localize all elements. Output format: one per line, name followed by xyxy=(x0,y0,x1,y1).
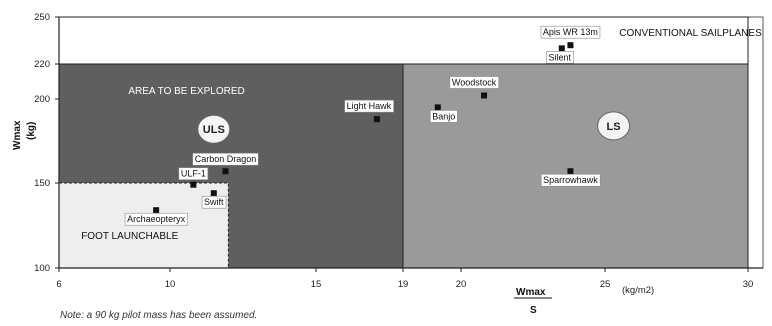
x-tick-label-3: 19 xyxy=(398,279,409,290)
y-tick-label-4: 250 xyxy=(34,12,50,23)
region-1 xyxy=(58,16,749,65)
y-axis-title-top: Wmax xyxy=(12,120,23,150)
point-label-box-3 xyxy=(449,76,500,89)
x-axis-title-top: Wmax xyxy=(516,287,546,298)
region-4 xyxy=(58,182,229,269)
point-label-box-7 xyxy=(178,167,209,180)
point-label-box-2 xyxy=(546,51,574,64)
point-label-2: Silent xyxy=(549,52,572,62)
point-label-box-10 xyxy=(540,173,601,187)
x-tick-label-2: 15 xyxy=(311,279,322,290)
point-label-6: Carbon Dragon xyxy=(195,154,257,164)
point-2 xyxy=(558,45,565,52)
y-tick-label-3: 220 xyxy=(34,59,50,70)
point-label-4: Banjo xyxy=(432,111,455,121)
region-label-1: CONVENTIONAL SAILPLANES xyxy=(619,28,762,39)
x-axis-title-bottom: S xyxy=(530,305,537,316)
point-4 xyxy=(434,104,441,111)
y-tick-label-1: 150 xyxy=(34,178,50,189)
point-label-box-1 xyxy=(540,25,601,39)
x-tick-label-6: 30 xyxy=(743,279,754,290)
point-3 xyxy=(481,92,488,99)
badge-label-uls: ULS xyxy=(203,124,225,136)
point-5 xyxy=(373,116,380,123)
y-axis-title-bottom: (kg) xyxy=(26,122,37,140)
point-10 xyxy=(567,168,574,175)
badge-label-ls: LS xyxy=(607,121,621,133)
point-label-box-9 xyxy=(124,212,188,226)
point-label-box-5 xyxy=(344,99,394,113)
point-label-1: Apis WR 13m xyxy=(543,27,598,37)
point-label-box-8 xyxy=(201,195,227,209)
x-tick-label-0: 6 xyxy=(56,279,61,290)
point-label-8: Swift xyxy=(204,197,224,207)
x-tick-label-1: 10 xyxy=(165,279,176,290)
point-1 xyxy=(567,42,574,49)
ticks: 6 10 15 19 20 25 30 100 150 200 220 250 xyxy=(34,12,753,290)
regions: CONVENTIONAL SAILPLANES AREA TO BE EXPLOR… xyxy=(58,16,762,269)
badge-ls xyxy=(597,111,631,141)
point-8 xyxy=(210,190,217,197)
point-label-box-4 xyxy=(429,110,458,123)
badge-uls xyxy=(197,114,231,144)
region-label-2: AREA TO BE EXPLORED xyxy=(128,86,244,97)
y-tick-label-0: 100 xyxy=(34,263,50,274)
point-label-3: Woodstock xyxy=(452,78,497,88)
point-label-10: Sparrowhawk xyxy=(543,175,598,185)
point-label-box-6 xyxy=(192,152,259,166)
x-tick-label-4: 20 xyxy=(456,279,467,290)
x-axis-unit: (kg/m2) xyxy=(622,285,654,296)
footnote: Note: a 90 kg pilot mass has been assume… xyxy=(60,310,257,321)
region-3 xyxy=(402,63,749,269)
point-9 xyxy=(153,207,160,214)
x-tick-label-5: 25 xyxy=(600,279,611,290)
y-tick-label-2: 200 xyxy=(34,94,50,105)
points: Apis WR 13m Silent Woodstock Banjo Light Haw… xyxy=(124,25,601,226)
point-7 xyxy=(190,181,197,188)
point-label-9: Archaeopteryx xyxy=(127,214,186,224)
point-label-5: Light Hawk xyxy=(347,101,392,111)
point-label-7: ULF-1 xyxy=(181,169,206,179)
point-6 xyxy=(222,168,229,175)
region-label-4: FOOT LAUNCHABLE xyxy=(81,231,178,242)
